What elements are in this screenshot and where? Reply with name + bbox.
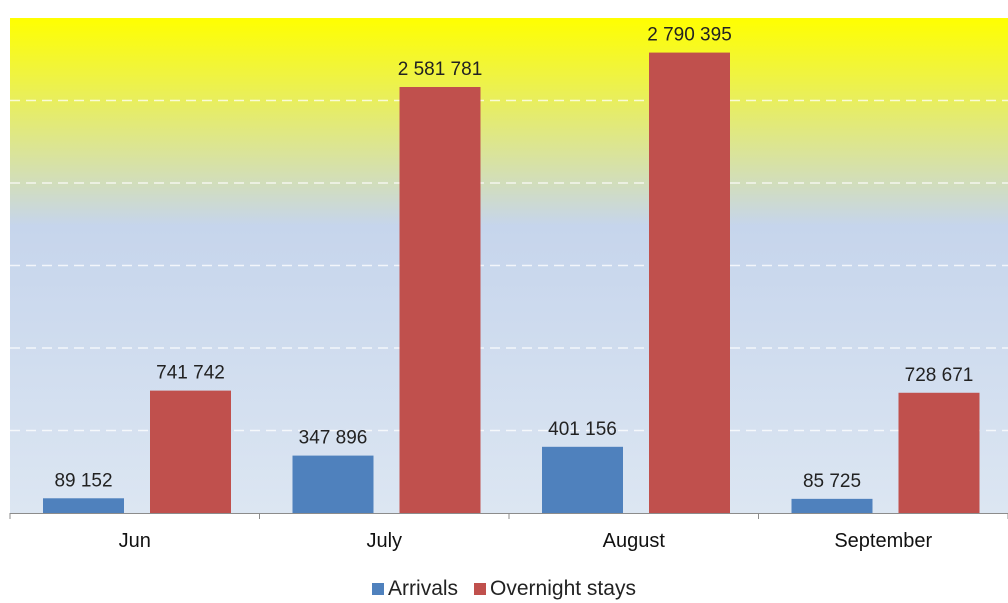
data-label-arrivals-july: 347 896 (299, 428, 368, 449)
legend-swatch-overnight-stays (474, 583, 487, 595)
data-label-overnight-stays-july: 2 581 781 (398, 59, 483, 80)
bar-arrivals-jun (43, 498, 124, 513)
legend-item-overnight-stays: Overnight stays (474, 577, 636, 601)
x-tick-label-august: August (603, 530, 666, 552)
bar-overnight-stays-jun (150, 390, 231, 513)
legend: Arrivals Overnight stays (0, 575, 1008, 603)
data-label-arrivals-august: 401 156 (548, 419, 617, 440)
bar-arrivals-august (542, 446, 623, 513)
data-label-overnight-stays-august: 2 790 395 (647, 25, 732, 46)
bar-arrivals-september (791, 498, 873, 513)
x-tick-label-september: September (834, 530, 932, 552)
legend-swatch-arrivals (372, 583, 385, 595)
x-tick-label-jun: Jun (119, 530, 151, 552)
legend-label-overnight-stays: Overnight stays (490, 577, 636, 600)
bar-overnight-stays-august (649, 52, 730, 513)
bar-arrivals-july (292, 455, 374, 513)
data-label-overnight-stays-jun: 741 742 (156, 363, 225, 384)
data-label-arrivals-september: 85 725 (803, 471, 861, 492)
bar-chart: 89 152 741 742 347 896 2 581 781 401 156 2 79… (9, 18, 1008, 552)
x-tick-label-july: July (366, 530, 402, 552)
bars (43, 52, 980, 513)
data-label-overnight-stays-september: 728 671 (905, 365, 974, 386)
data-label-arrivals-jun: 89 152 (54, 470, 112, 491)
bar-overnight-stays-september (898, 392, 980, 513)
legend-label-arrivals: Arrivals (388, 577, 459, 600)
legend-item-arrivals: Arrivals (372, 577, 458, 601)
x-axis: Jun July August September (9, 513, 1008, 552)
bar-overnight-stays-july (399, 87, 481, 513)
bar-labels: 89 152 741 742 347 896 2 581 781 401 156 2 79… (54, 25, 973, 492)
